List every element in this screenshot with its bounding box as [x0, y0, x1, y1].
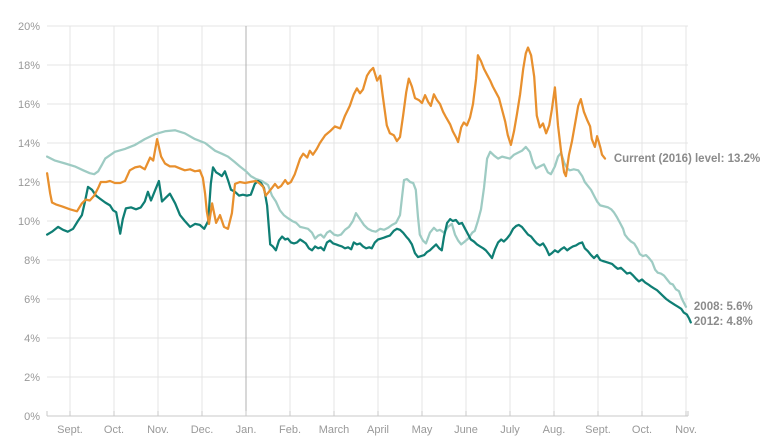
gridlines	[47, 25, 688, 416]
x-tick-label: Aug.	[543, 424, 566, 436]
x-tick-label: Dec.	[191, 424, 214, 436]
x-tick-label: Feb.	[279, 424, 301, 436]
x-axis: Sept. Oct. Nov. Dec. Jan. Feb. March April May Ju…	[46, 411, 697, 436]
annotation-2008-label: 2008: 5.6%	[693, 300, 753, 313]
y-tick-label: 16%	[18, 99, 40, 111]
x-tick-label: June	[454, 424, 478, 436]
x-tick-label: Sept.	[585, 424, 611, 436]
series-line-2012	[45, 166, 692, 324]
annotation-2012-label: 2012: 4.8%	[693, 316, 753, 329]
y-tick-label: 8%	[24, 255, 40, 267]
y-tick-label: 2%	[24, 372, 40, 384]
x-tick-label: March	[319, 424, 350, 436]
y-tick-label: 12%	[18, 177, 40, 189]
series-line-current-2016-	[45, 46, 607, 230]
x-tick-label: Nov.	[675, 424, 697, 436]
x-tick-label: Oct.	[104, 424, 124, 436]
y-tick-label: 18%	[18, 60, 40, 72]
y-tick-label: 0%	[24, 411, 40, 423]
y-tick-label: 6%	[24, 294, 40, 306]
y-tick-label: 4%	[24, 333, 40, 345]
y-tick-label: 10%	[18, 216, 40, 228]
x-tick-label: Nov.	[147, 424, 169, 436]
y-tick-label: 14%	[18, 138, 40, 150]
x-tick-label: July	[500, 424, 520, 436]
y-tick-label: 20%	[18, 21, 40, 33]
x-tick-label: Jan.	[236, 424, 257, 436]
x-tick-label: May	[412, 424, 433, 436]
x-tick-label: Oct.	[632, 424, 652, 436]
y-axis-labels: 0% 2% 4% 6% 8% 10% 12% 14% 16% 18% 20%	[18, 21, 40, 423]
x-tick-label: April	[367, 424, 389, 436]
annotation-current-2016-label: Current (2016) level: 13.2%	[613, 152, 761, 165]
series-line-2008	[45, 129, 688, 308]
x-tick-label: Sept.	[57, 424, 83, 436]
series-lines	[45, 46, 692, 324]
